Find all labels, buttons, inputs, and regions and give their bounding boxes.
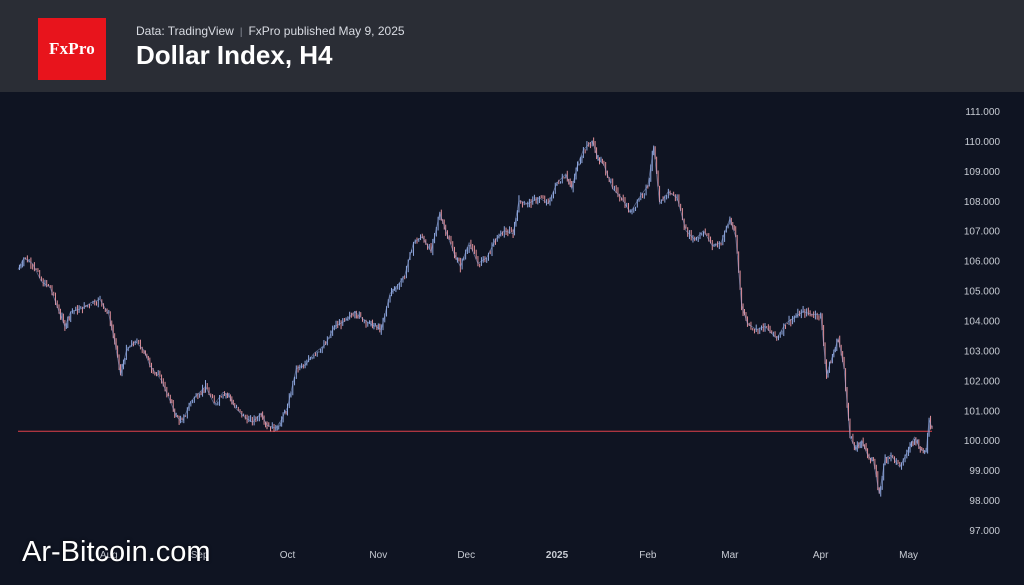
y-tick-label: 102.000 <box>964 376 1001 387</box>
x-tick-label: Dec <box>457 550 475 561</box>
fxpro-logo: FxPro <box>38 18 106 80</box>
price-chart: 111.000 110.000 109.000 108.000 107.000 106.0… <box>17 107 1001 561</box>
chart-header: FxPro Data: TradingView | FxPro published … <box>0 0 1024 92</box>
chart-area: 111.000 110.000 109.000 108.000 107.000 106.0… <box>0 92 1024 585</box>
y-tick-label: 97.000 <box>969 526 1000 537</box>
y-tick-label: 99.000 <box>969 466 1000 477</box>
logo-text: FxPro <box>48 39 95 58</box>
y-tick-label: 105.000 <box>964 287 1001 298</box>
x-tick-label: Feb <box>639 550 657 561</box>
y-tick-label: 111.000 <box>965 107 1000 118</box>
y-tick-label: 98.000 <box>969 496 1000 507</box>
chart-subtitle: Data: TradingView | FxPro published May 9,… <box>136 24 405 38</box>
watermark: Ar-Bitcoin.com <box>22 536 211 568</box>
x-tick-label: Aug <box>100 550 118 561</box>
data-source: Data: TradingView <box>136 24 234 38</box>
y-tick-label: 100.000 <box>964 436 1001 447</box>
x-tick-label: 2025 <box>546 550 569 561</box>
y-tick-label: 106.000 <box>964 257 1001 268</box>
y-tick-label: 103.000 <box>964 346 1001 357</box>
x-tick-label: Sep <box>191 550 209 561</box>
x-tick-label: Oct <box>280 550 296 561</box>
x-tick-label: May <box>899 550 918 561</box>
y-tick-label: 107.000 <box>964 227 1001 238</box>
y-tick-label: 108.000 <box>964 197 1001 208</box>
y-tick-label: 104.000 <box>964 317 1001 328</box>
y-tick-label: 109.000 <box>964 167 1001 178</box>
y-tick-label: 110.000 <box>965 137 1001 148</box>
x-tick-label: Apr <box>813 550 829 561</box>
x-tick-label: Nov <box>369 550 387 561</box>
price-line <box>17 140 933 495</box>
publish-info: FxPro published May 9, 2025 <box>248 24 405 38</box>
x-tick-label: Mar <box>721 550 739 561</box>
separator-icon: | <box>239 27 243 38</box>
chart-title: Dollar Index, H4 <box>136 40 333 70</box>
y-tick-label: 101.000 <box>964 406 1001 417</box>
